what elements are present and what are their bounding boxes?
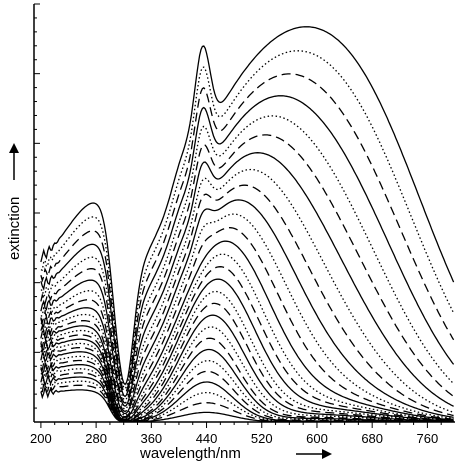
x-tick-label: 760	[417, 431, 439, 446]
series-line	[40, 370, 454, 422]
x-tick-label: 440	[196, 431, 218, 446]
x-tick-label: 520	[251, 431, 273, 446]
series-line	[40, 184, 454, 417]
series-line	[40, 95, 455, 398]
series-line	[40, 199, 454, 419]
x-tick-labels: 200 280 360 440 520 600 680 760	[30, 431, 438, 446]
x-axis-title: wavelength/nm	[139, 445, 241, 462]
x-tick-label: 680	[361, 431, 383, 446]
x-axis-arrow-icon	[296, 449, 332, 459]
series-group	[40, 26, 455, 422]
series-line	[40, 374, 454, 422]
series-line	[40, 383, 454, 422]
series-line	[40, 227, 454, 420]
series-line	[40, 290, 454, 422]
series-line	[40, 115, 455, 401]
x-tick-label: 200	[30, 431, 52, 446]
series-line	[40, 337, 454, 422]
x-tick-label: 600	[306, 431, 328, 446]
series-line	[40, 26, 455, 386]
series-line	[40, 213, 454, 420]
y-axis-arrow-icon	[9, 143, 19, 180]
x-tick-label: 280	[85, 431, 107, 446]
series-line	[40, 253, 454, 421]
series-line	[40, 152, 454, 407]
x-tick-label: 360	[140, 431, 162, 446]
series-line	[40, 73, 455, 394]
series-line	[40, 240, 454, 421]
x-ticks	[40, 422, 442, 428]
series-line	[40, 134, 454, 404]
y-axis-title: extinction	[6, 197, 23, 260]
series-line	[40, 168, 454, 413]
series-line	[40, 302, 454, 422]
series-line	[40, 50, 455, 390]
y-ticks	[34, 3, 40, 423]
series-line	[40, 314, 454, 422]
